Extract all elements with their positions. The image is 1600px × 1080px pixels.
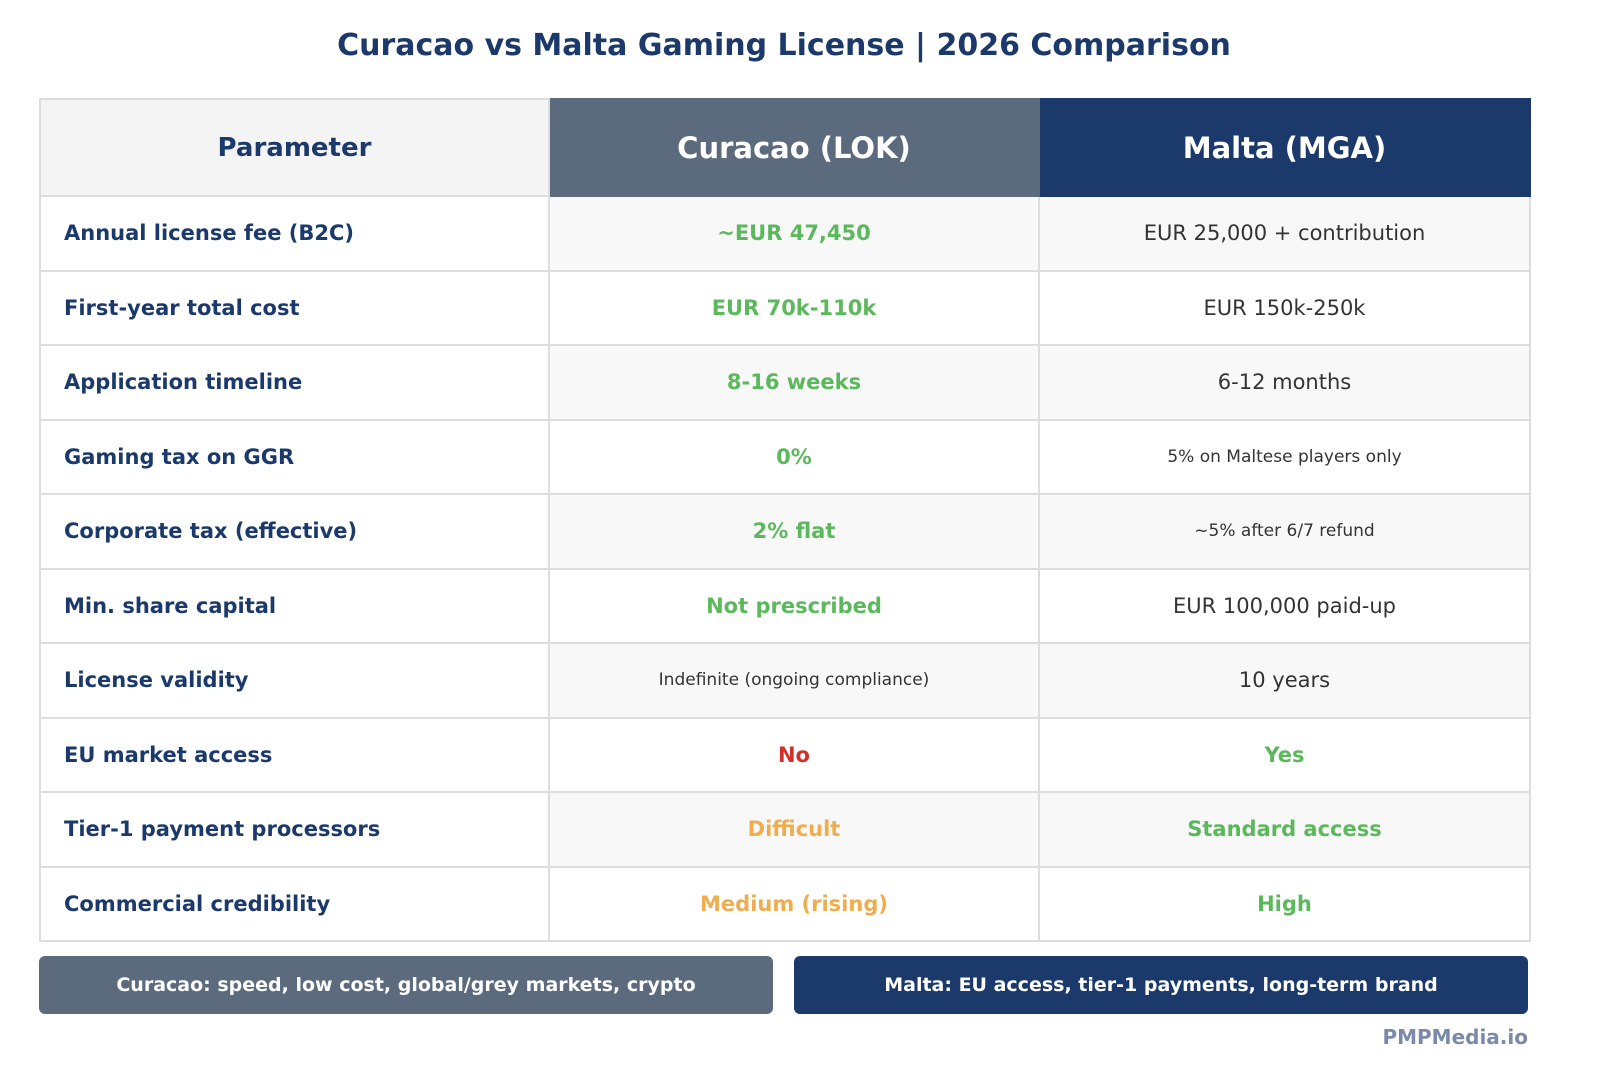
- malta-value: 10 years: [1038, 642, 1531, 719]
- malta-value: EUR 25,000 + contribution: [1038, 195, 1531, 272]
- header-parameter: Parameter: [39, 98, 550, 197]
- row-label: Gaming tax on GGR: [39, 418, 550, 495]
- table-row: Commercial credibility Medium (rising) Hig…: [39, 865, 1531, 942]
- watermark: PMPMedia.io: [1382, 1025, 1528, 1049]
- curacao-value: ~EUR 47,450: [548, 195, 1040, 272]
- row-label: First-year total cost: [39, 269, 550, 346]
- table-row: Annual license fee (B2C) ~EUR 47,450 EUR 2…: [39, 195, 1531, 272]
- header-malta: Malta (MGA): [1038, 98, 1531, 197]
- row-label: Application timeline: [39, 344, 550, 421]
- table-row: Tier-1 payment processors Difficult Standa…: [39, 791, 1531, 868]
- row-label: Annual license fee (B2C): [39, 195, 550, 272]
- table-row: Min. share capital Not prescribed EUR 100,…: [39, 567, 1531, 644]
- header-row: Parameter Curacao (LOK) Malta (MGA): [39, 98, 1531, 197]
- table-row: Gaming tax on GGR 0% 5% on Maltese players…: [39, 418, 1531, 495]
- row-label: Tier-1 payment processors: [39, 791, 550, 868]
- curacao-value: 8-16 weeks: [548, 344, 1040, 421]
- malta-value: EUR 100,000 paid-up: [1038, 567, 1531, 644]
- row-label: Commercial credibility: [39, 865, 550, 942]
- malta-value: EUR 150k-250k: [1038, 269, 1531, 346]
- row-label: Min. share capital: [39, 567, 550, 644]
- page-title: Curacao vs Malta Gaming License | 2026 C…: [337, 28, 1231, 63]
- malta-summary: Malta: EU access, tier-1 payments, long-…: [794, 956, 1528, 1014]
- curacao-value: Not prescribed: [548, 567, 1040, 644]
- table-row: Application timeline 8-16 weeks 6-12 month…: [39, 344, 1531, 421]
- row-label: Corporate tax (effective): [39, 493, 550, 570]
- table-row: First-year total cost EUR 70k-110k EUR 150…: [39, 269, 1531, 346]
- malta-value: 6-12 months: [1038, 344, 1531, 421]
- malta-value: Standard access: [1038, 791, 1531, 868]
- curacao-value: EUR 70k-110k: [548, 269, 1040, 346]
- table-row: EU market access No Yes: [39, 716, 1531, 793]
- curacao-summary: Curacao: speed, low cost, global/grey ma…: [39, 956, 773, 1014]
- curacao-value: Difficult: [548, 791, 1040, 868]
- malta-value: High: [1038, 865, 1531, 942]
- curacao-value: No: [548, 716, 1040, 793]
- row-label: License validity: [39, 642, 550, 719]
- comparison-table: Parameter Curacao (LOK) Malta (MGA) Annu…: [39, 98, 1531, 942]
- curacao-value: 0%: [548, 418, 1040, 495]
- curacao-value: 2% flat: [548, 493, 1040, 570]
- malta-value: ~5% after 6/7 refund: [1038, 493, 1531, 570]
- curacao-value: Indefinite (ongoing compliance): [548, 642, 1040, 719]
- malta-value: Yes: [1038, 716, 1531, 793]
- row-label: EU market access: [39, 716, 550, 793]
- curacao-value: Medium (rising): [548, 865, 1040, 942]
- header-curacao: Curacao (LOK): [548, 98, 1040, 197]
- malta-value: 5% on Maltese players only: [1038, 418, 1531, 495]
- table-row: License validity Indefinite (ongoing comp…: [39, 642, 1531, 719]
- table-row: Corporate tax (effective) 2% flat ~5% afte…: [39, 493, 1531, 570]
